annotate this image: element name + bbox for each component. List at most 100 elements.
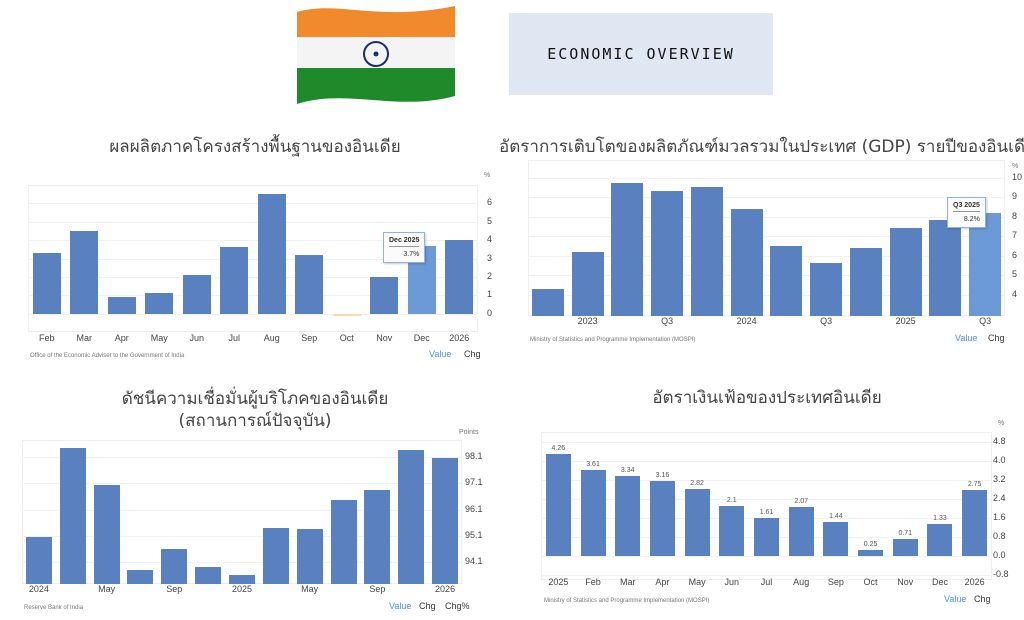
bar[interactable] <box>849 247 882 316</box>
y-tick-label: 9 <box>1012 191 1018 202</box>
bar[interactable] <box>257 194 286 314</box>
y-tick-label: 5 <box>1012 269 1018 280</box>
gridline <box>541 575 992 577</box>
bar[interactable] <box>788 506 814 557</box>
x-tick-label: May <box>688 577 706 587</box>
source-label: Ministry of Statistics and Programme Imp… <box>544 598 710 604</box>
x-tick-label: May <box>301 584 319 594</box>
toggle-value[interactable]: Value <box>955 333 978 343</box>
toggle-chg[interactable]: Chg <box>988 333 1005 343</box>
x-tick-label: Mar <box>76 333 93 343</box>
x-tick-label: Nov <box>376 333 393 343</box>
toggle-value[interactable]: Value <box>389 601 412 611</box>
x-tick-label: May <box>150 333 168 343</box>
y-tick-label: -0.8 <box>993 569 1009 580</box>
bar[interactable] <box>229 575 255 584</box>
source-label: Office of the Economic Adviser to the Go… <box>30 353 185 359</box>
bar[interactable] <box>59 447 86 584</box>
x-tick-label: Dec <box>931 577 948 587</box>
toggle-chg-pct[interactable]: Chg% <box>445 601 470 611</box>
bar[interactable] <box>398 450 425 584</box>
y-tick-label: 3 <box>487 252 493 263</box>
x-tick-label: Jul <box>760 577 773 587</box>
x-tick-label: 2026 <box>449 333 470 343</box>
bar[interactable] <box>580 469 606 557</box>
bar[interactable] <box>858 550 884 557</box>
bar[interactable] <box>929 220 962 316</box>
bar[interactable] <box>962 490 988 557</box>
bar[interactable] <box>810 263 843 316</box>
bar[interactable] <box>432 458 459 584</box>
bar[interactable] <box>32 252 61 314</box>
data-label: 3.61 <box>586 460 600 468</box>
bar[interactable] <box>364 489 391 584</box>
gridline <box>528 216 1005 218</box>
bar[interactable] <box>107 297 136 314</box>
toggle-chg[interactable]: Chg <box>464 349 481 359</box>
bar[interactable] <box>649 480 675 557</box>
bar[interactable] <box>25 537 52 584</box>
x-tick-label: Q3 <box>661 316 674 326</box>
tooltip-label: Q3 2025 <box>953 201 980 212</box>
bar[interactable] <box>182 275 211 314</box>
toggle-value[interactable]: Value <box>429 349 452 359</box>
bar[interactable] <box>823 521 849 557</box>
bar[interactable] <box>262 527 289 584</box>
bar[interactable] <box>651 191 684 316</box>
source-label: Ministry of Statistics and Programme Imp… <box>530 337 696 343</box>
gridline <box>541 556 992 558</box>
bar[interactable] <box>969 212 1002 316</box>
gridline <box>528 294 1005 296</box>
y-unit-label: % <box>998 420 1005 427</box>
y-tick-label: 0.0 <box>993 550 1006 561</box>
bar[interactable] <box>719 506 745 557</box>
bar[interactable] <box>611 183 644 316</box>
tooltip-label: Dec 2025 <box>389 236 420 247</box>
gridline <box>28 276 478 278</box>
y-tick-label: 5 <box>487 215 493 226</box>
y-tick-label: 6 <box>487 197 493 208</box>
bar[interactable] <box>127 569 154 584</box>
bar[interactable] <box>545 454 571 557</box>
bar[interactable] <box>690 187 723 316</box>
bar[interactable] <box>730 208 763 316</box>
x-tick-label: Jul <box>228 333 241 343</box>
bar[interactable] <box>445 240 474 314</box>
bar[interactable] <box>571 251 604 316</box>
bar[interactable] <box>889 228 922 316</box>
bar[interactable] <box>370 276 399 314</box>
y-tick-label: 7 <box>1012 230 1018 241</box>
bar[interactable] <box>754 517 779 557</box>
bar[interactable] <box>770 245 803 316</box>
y-tick-label: 4.0 <box>993 454 1006 465</box>
bar[interactable] <box>615 476 641 557</box>
bar[interactable] <box>296 529 323 584</box>
y-tick-label: 2 <box>487 270 493 281</box>
toggle-chg[interactable]: Chg <box>974 594 991 604</box>
data-label: 0.25 <box>863 541 878 549</box>
bar[interactable] <box>927 524 953 557</box>
x-tick-label: Mar <box>619 577 636 587</box>
bar[interactable] <box>892 539 918 557</box>
toggle-chg[interactable]: Chg <box>419 601 436 611</box>
plot-area <box>541 432 992 580</box>
toggle-value[interactable]: Value <box>944 594 967 604</box>
bar[interactable] <box>93 484 120 584</box>
bar[interactable] <box>195 567 222 584</box>
y-tick-label: 96.1 <box>465 503 483 514</box>
x-tick-label: 2026 <box>964 577 985 587</box>
bar[interactable] <box>220 247 249 314</box>
bar[interactable] <box>332 313 361 316</box>
bar[interactable] <box>295 254 324 314</box>
bar[interactable] <box>531 288 564 316</box>
gridline <box>22 535 462 537</box>
plot-area <box>528 160 1005 316</box>
y-tick-label: 4 <box>487 234 493 245</box>
bar[interactable] <box>684 488 710 557</box>
y-tick-label: 95.1 <box>465 529 483 540</box>
bar[interactable] <box>145 293 174 314</box>
bar[interactable] <box>70 230 99 314</box>
y-tick-label: 8 <box>1012 210 1018 221</box>
bar[interactable] <box>330 500 357 584</box>
bar[interactable] <box>161 548 188 584</box>
